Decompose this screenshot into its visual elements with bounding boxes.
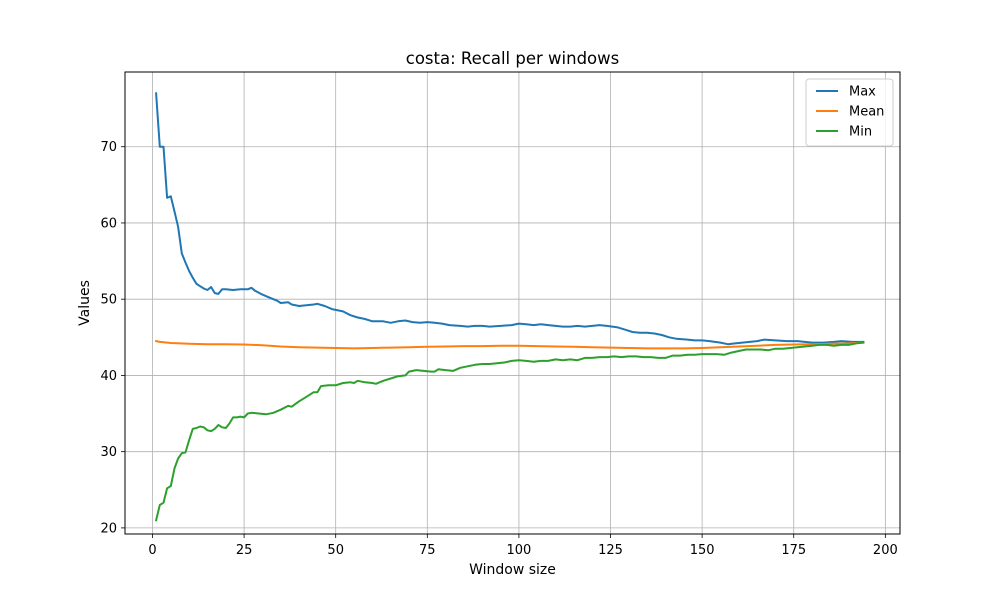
x-tick-label: 100 — [506, 543, 531, 558]
y-tick-label: 60 — [100, 216, 117, 231]
legend-label-max: Max — [849, 85, 876, 100]
series-line-mean — [154, 339, 865, 350]
series-line-max — [155, 92, 865, 346]
x-tick-label: 150 — [690, 543, 715, 558]
x-tick-label: 175 — [781, 543, 806, 558]
chart-title: costa: Recall per windows — [406, 49, 619, 68]
x-tick-label: 50 — [327, 543, 344, 558]
y-tick-label: 70 — [100, 140, 117, 155]
y-tick-label: 40 — [100, 369, 117, 384]
y-tick-label: 30 — [100, 445, 117, 460]
legend-box — [805, 78, 894, 147]
x-tick-label: 75 — [419, 543, 436, 558]
series-lines — [154, 92, 865, 522]
y-tick-label: 50 — [100, 293, 117, 308]
x-tick-label: 200 — [873, 543, 898, 558]
y-tick-label: 20 — [100, 521, 117, 536]
y-axis-label: Values — [77, 280, 93, 326]
grid — [125, 72, 900, 534]
legend-label-min: Min — [849, 125, 872, 140]
legend: Max Mean Min — [805, 78, 894, 147]
axis-ticks: 0 25 50 75 100 125 150 175 200 20 30 40 50 60 70 — [100, 140, 897, 558]
x-axis-label: Window size — [469, 562, 556, 578]
legend-label-mean: Mean — [849, 105, 884, 120]
x-tick-label: 25 — [236, 543, 253, 558]
series-line-min — [154, 341, 865, 522]
x-tick-label: 125 — [598, 543, 623, 558]
plot-frame — [124, 71, 901, 535]
x-tick-label: 0 — [148, 543, 156, 558]
